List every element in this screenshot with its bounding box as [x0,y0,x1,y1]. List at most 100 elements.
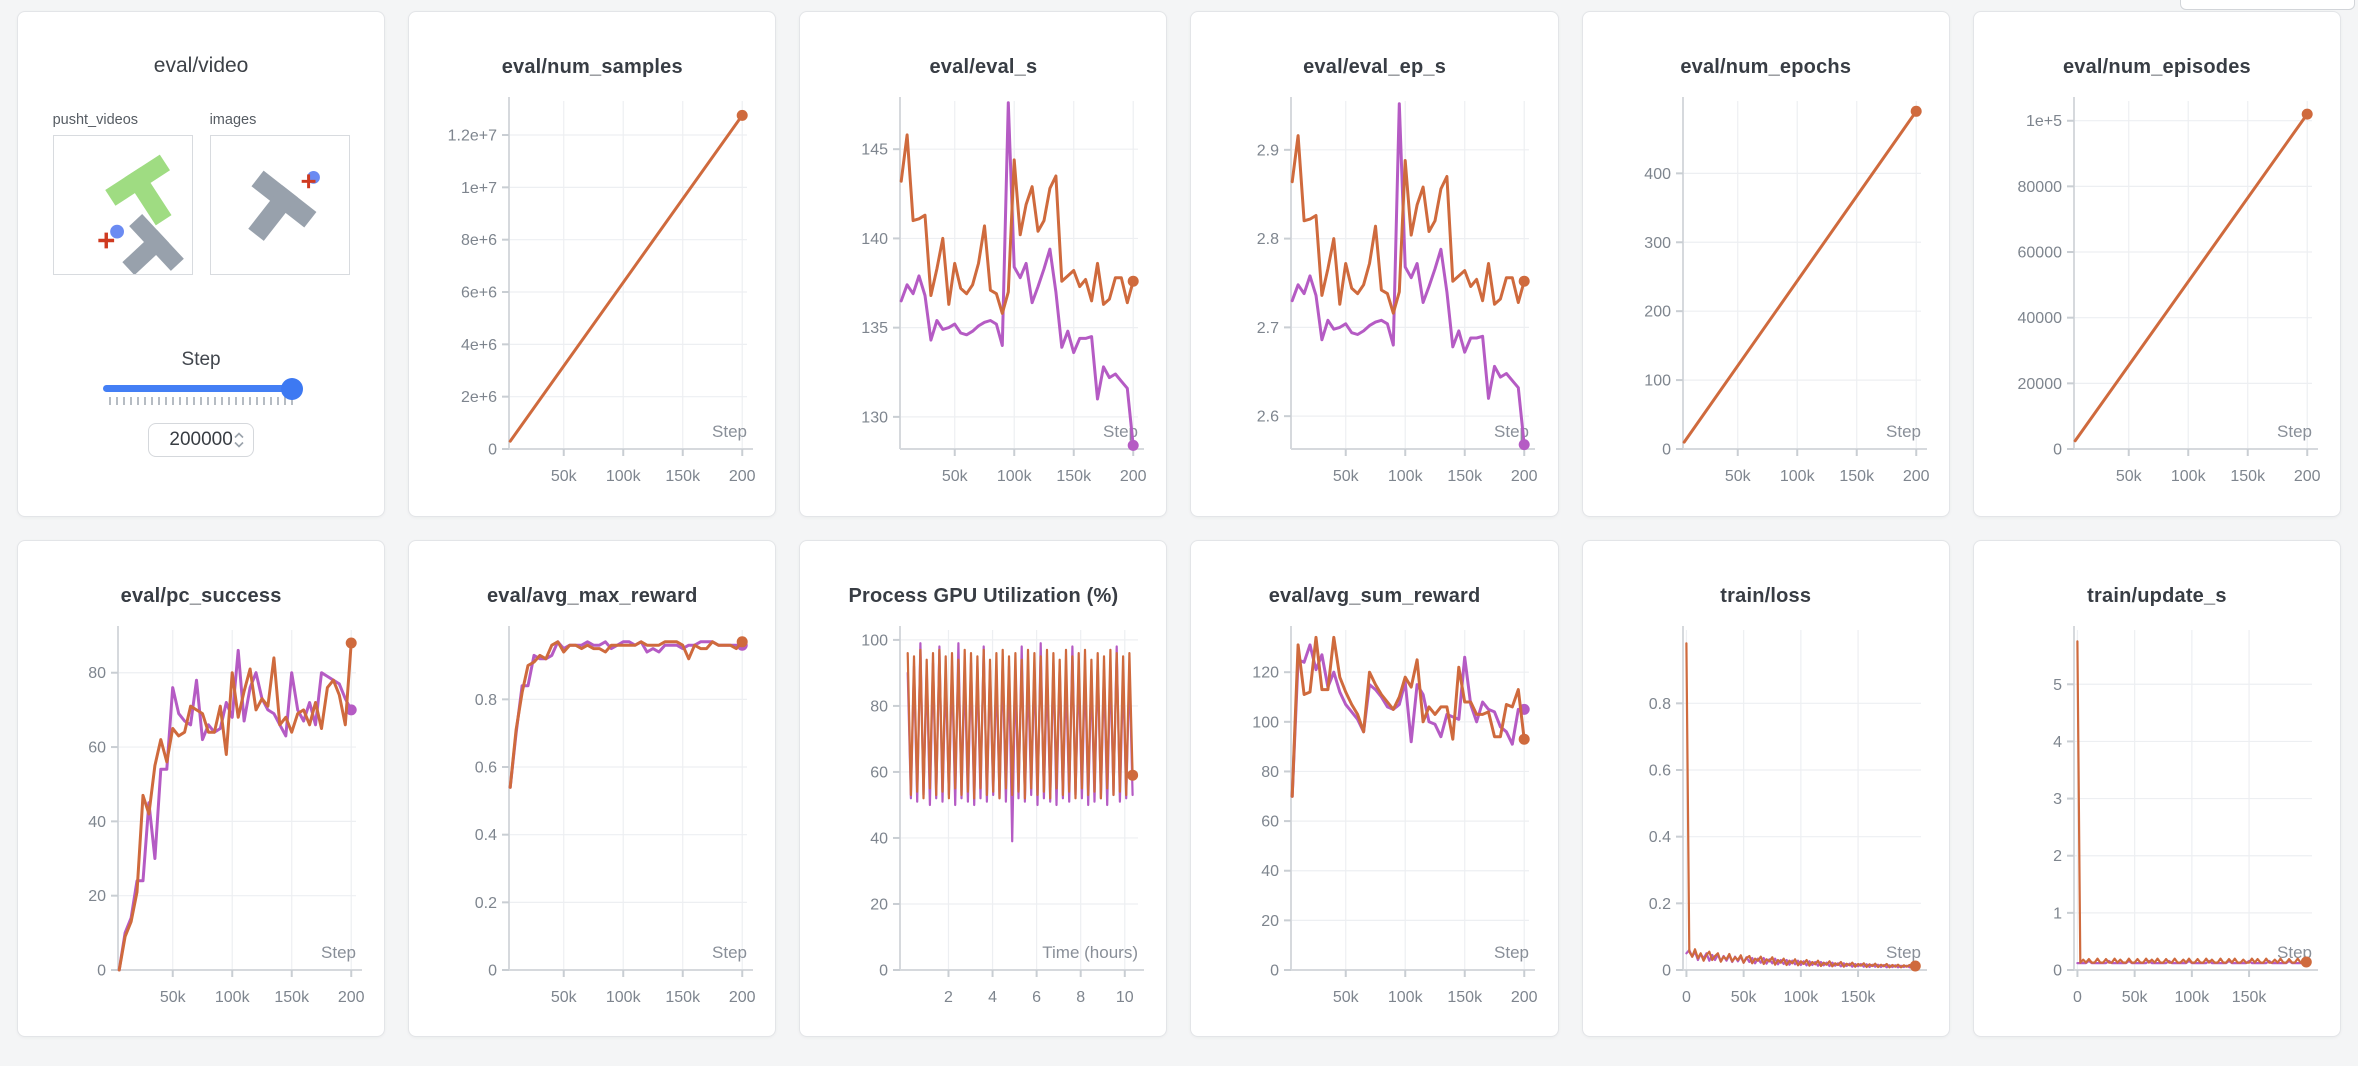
step-slider-track[interactable] [102,377,303,400]
svg-text:100k: 100k [1388,468,1424,485]
svg-text:2e+6: 2e+6 [461,389,497,406]
svg-text:0.6: 0.6 [1648,763,1670,780]
step-value: 200000 [169,429,233,450]
svg-text:40: 40 [871,830,889,847]
svg-text:0.8: 0.8 [1648,696,1670,713]
step-value-input[interactable]: 200000 [148,423,255,457]
svg-text:20000: 20000 [2017,376,2062,393]
chart-eval-avg-sum-reward[interactable]: 50k 100k 150k 200 0 20 40 60 80 100 120 Step [1207,620,1543,1022]
svg-text:0: 0 [2053,963,2062,980]
svg-text:80: 80 [1262,764,1280,781]
media-item-images: images [209,112,350,275]
chart-title: train/update_s [2087,585,2227,607]
svg-text:2.9: 2.9 [1257,142,1279,159]
svg-text:100: 100 [1253,714,1280,731]
svg-text:100k: 100k [215,989,251,1006]
svg-text:135: 135 [862,320,889,337]
chart-train-loss[interactable]: 0 50k 100k 150k 0 0.2 0.4 0.6 0.8 Step [1599,620,1935,1022]
svg-text:1e+7: 1e+7 [461,180,497,197]
step-slider-handle[interactable] [280,377,303,400]
panel-gpu-utilization: Process GPU Utilization (%) 2 4 6 8 10 0 20 40 6… [799,540,1168,1037]
chart-eval-pc-success[interactable]: 50k 100k 150k 200 0 20 40 60 80 Step [34,620,370,1022]
svg-text:145: 145 [862,142,889,159]
panel-train-loss: train/loss 0 50k 100k 150k 0 0.2 0.4 0.6 0.8 Step [1581,540,1950,1037]
svg-text:40: 40 [88,814,106,831]
media-item-pusht-videos: pusht_videos [52,112,193,276]
svg-text:50k: 50k [2116,468,2143,485]
svg-text:4e+6: 4e+6 [461,337,497,354]
media-thumbnail-pusht-videos[interactable] [52,135,193,276]
chart-title: Process GPU Utilization (%) [848,585,1119,607]
svg-text:6: 6 [1033,989,1042,1006]
svg-text:Step: Step [1103,422,1138,441]
panel-eval-num-samples: eval/num_samples 50k 100k 150k 200 0 2e+6 4e+6… [408,11,777,517]
svg-text:0: 0 [97,963,106,980]
svg-text:0.6: 0.6 [475,760,497,777]
svg-text:200: 200 [338,989,365,1006]
svg-text:60000: 60000 [2017,245,2062,262]
svg-text:200: 200 [1120,468,1147,485]
svg-text:150k: 150k [1839,468,1875,485]
svg-text:100k: 100k [2174,989,2210,1006]
svg-text:50k: 50k [160,989,187,1006]
media-row: pusht_videos [34,112,368,276]
svg-text:150k: 150k [274,989,310,1006]
stepper-down-icon[interactable] [234,441,244,448]
panel-title-eval-video: eval/video [153,54,249,77]
svg-text:0.8: 0.8 [475,692,497,709]
panel-eval-avg-max-reward: eval/avg_max_reward 50k 100k 150k 200 0 0.2 0.… [408,540,777,1037]
media-label-pusht-videos: pusht_videos [52,112,139,128]
chart-eval-num-episodes[interactable]: 50k 100k 150k 200 0 20000 40000 60000 80000 1e+5 S… [1990,91,2326,501]
green-t-block [104,154,172,226]
chart-title: eval/num_episodes [2062,56,2251,78]
svg-text:Step: Step [712,422,747,441]
panel-eval-avg-sum-reward: eval/avg_sum_reward 50k 100k 150k 200 0 20 40 6… [1190,540,1559,1037]
media-thumbnail-images[interactable] [209,135,350,275]
gray-t-block [121,214,184,276]
svg-text:2.7: 2.7 [1257,320,1279,337]
chart-title: train/loss [1720,585,1812,607]
svg-text:200: 200 [1644,304,1671,321]
slider-tick-marks [108,397,293,405]
svg-text:Step: Step [1886,422,1921,441]
svg-text:0.4: 0.4 [1648,829,1670,846]
chart-train-update-s[interactable]: 0 50k 100k 150k 0 1 2 3 4 5 Step [1990,620,2326,1022]
svg-text:200: 200 [729,989,756,1006]
svg-text:5: 5 [2053,677,2062,694]
svg-text:150k: 150k [2230,468,2266,485]
svg-text:150k: 150k [1448,468,1484,485]
svg-text:0: 0 [879,963,888,980]
chart-title: eval/eval_ep_s [1303,56,1447,78]
svg-text:100k: 100k [2171,468,2207,485]
svg-text:0: 0 [1271,963,1280,980]
panel-eval-video: eval/video pusht_videos [17,11,386,517]
svg-text:8: 8 [1077,989,1086,1006]
svg-text:200: 200 [1511,468,1538,485]
svg-text:2.8: 2.8 [1257,231,1279,248]
chart-title: eval/num_samples [501,56,683,78]
svg-text:3: 3 [2053,791,2062,808]
chart-eval-eval-ep-s[interactable]: 50k 100k 150k 200 2.6 2.7 2.8 2.9 Step [1207,91,1543,501]
svg-text:200: 200 [1903,468,1930,485]
svg-text:40: 40 [1262,863,1280,880]
chart-eval-num-samples[interactable]: 50k 100k 150k 200 0 2e+6 4e+6 6e+6 8e+6 1e+7 1.2e+… [425,91,761,501]
svg-text:50k: 50k [551,468,578,485]
chart-eval-avg-max-reward[interactable]: 50k 100k 150k 200 0 0.2 0.4 0.6 0.8 Step [425,620,761,1022]
svg-text:Step: Step [712,943,747,962]
stepper-up-icon[interactable] [234,432,244,439]
svg-text:80: 80 [88,665,106,682]
chart-eval-num-epochs[interactable]: 50k 100k 150k 200 0 100 200 300 400 Step [1599,91,1935,501]
svg-text:100: 100 [1644,373,1671,390]
svg-text:0.2: 0.2 [1648,896,1670,913]
svg-text:100: 100 [862,632,889,649]
chart-eval-eval-s[interactable]: 50k 100k 150k 200 130 135 140 145 Step [816,91,1152,501]
step-slider [102,377,303,405]
svg-text:0: 0 [2053,442,2062,459]
svg-text:100k: 100k [606,989,642,1006]
chart-title: eval/avg_sum_reward [1268,585,1481,607]
pusht-env-image [97,154,184,276]
svg-text:8e+6: 8e+6 [461,232,497,249]
svg-text:50k: 50k [1333,468,1360,485]
svg-text:150k: 150k [1840,989,1876,1006]
